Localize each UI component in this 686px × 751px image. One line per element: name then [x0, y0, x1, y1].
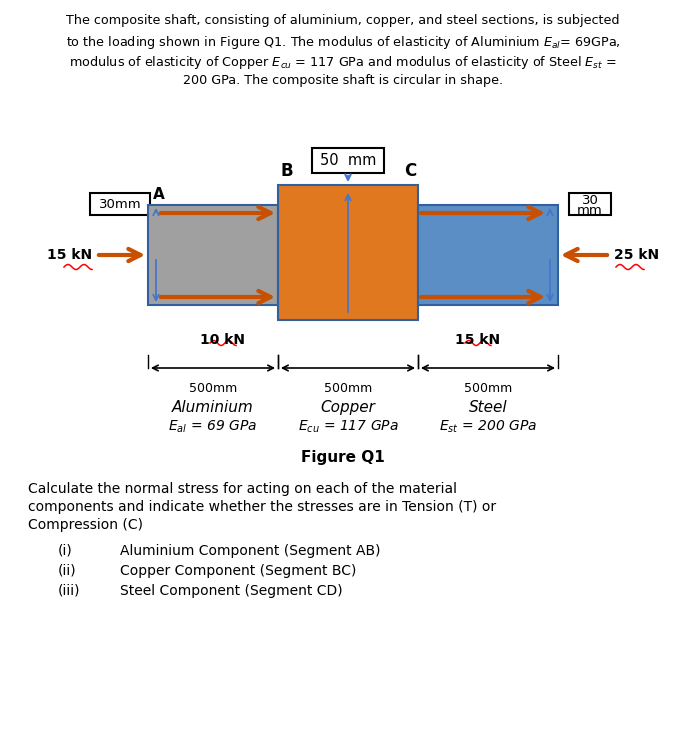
Text: $E_{al}$ = 69 GPa: $E_{al}$ = 69 GPa [169, 419, 257, 436]
Text: 10 kN: 10 kN [200, 333, 246, 347]
Text: Aluminium Component (Segment AB): Aluminium Component (Segment AB) [120, 544, 381, 558]
Text: (iii): (iii) [58, 584, 80, 598]
Text: mm: mm [577, 204, 603, 216]
Bar [418, 205, 558, 305]
Bar [90, 193, 150, 215]
Text: 200 GPa. The composite shaft is circular in shape.: 200 GPa. The composite shaft is circular… [183, 74, 503, 87]
Text: to the loading shown in Figure Q1. The modulus of elasticity of Aluminium $E_{al: to the loading shown in Figure Q1. The m… [66, 34, 620, 51]
Text: Steel: Steel [469, 400, 508, 415]
Text: B: B [280, 162, 293, 180]
Text: $E_{cu}$ = 117 GPa: $E_{cu}$ = 117 GPa [298, 419, 399, 436]
Text: Calculate the normal stress for acting on each of the material: Calculate the normal stress for acting o… [28, 482, 457, 496]
Text: 30mm: 30mm [99, 198, 141, 210]
Text: modulus of elasticity of Copper $E_{cu}$ = 117 GPa and modulus of elasticity of : modulus of elasticity of Copper $E_{cu}$… [69, 54, 617, 71]
Text: Copper Component (Segment BC): Copper Component (Segment BC) [120, 564, 356, 578]
Text: (ii): (ii) [58, 564, 77, 578]
Text: Aluminium: Aluminium [172, 400, 254, 415]
Text: 500mm: 500mm [324, 382, 372, 395]
Text: components and indicate whether the stresses are in Tension (T) or: components and indicate whether the stre… [28, 500, 496, 514]
Text: Figure Q1: Figure Q1 [301, 450, 385, 465]
Text: (i): (i) [58, 544, 73, 558]
Text: 25 kN: 25 kN [614, 248, 659, 262]
Text: 30: 30 [582, 194, 598, 207]
Bar [569, 193, 611, 215]
Bar [312, 148, 384, 173]
Bar [278, 185, 418, 320]
Text: 500mm: 500mm [464, 382, 512, 395]
Text: 500mm: 500mm [189, 382, 237, 395]
Text: A: A [153, 187, 165, 202]
Text: 15 kN: 15 kN [47, 248, 92, 262]
Text: The composite shaft, consisting of aluminium, copper, and steel sections, is sub: The composite shaft, consisting of alumi… [67, 14, 619, 27]
Text: Copper: Copper [320, 400, 375, 415]
Text: Steel Component (Segment CD): Steel Component (Segment CD) [120, 584, 342, 598]
Text: 50  mm: 50 mm [320, 153, 376, 168]
Bar [148, 205, 278, 305]
Text: C: C [404, 162, 416, 180]
Text: 15 kN: 15 kN [456, 333, 501, 347]
Text: $E_{st}$ = 200 GPa: $E_{st}$ = 200 GPa [439, 419, 537, 436]
Text: Compression (C): Compression (C) [28, 518, 143, 532]
